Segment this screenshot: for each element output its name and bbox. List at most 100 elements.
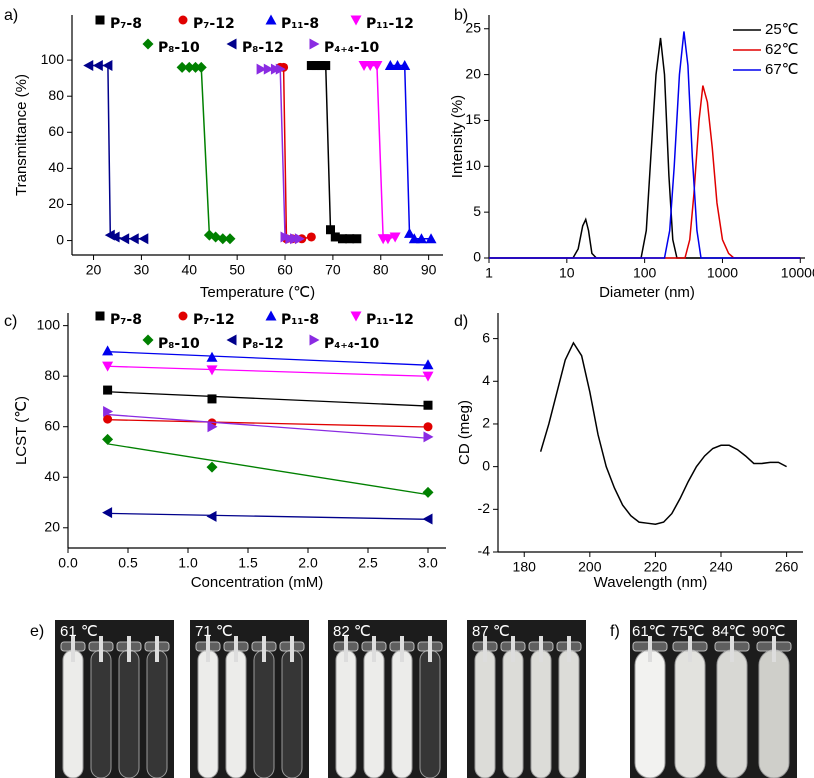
series-line — [539, 341, 787, 526]
marker — [206, 351, 218, 362]
legend-label: P₄₊₄-10 — [324, 336, 379, 352]
marker — [423, 400, 433, 410]
marker — [294, 233, 305, 245]
tube — [118, 649, 140, 778]
tube — [281, 649, 303, 778]
x-tick-label: 3.0 — [418, 555, 438, 571]
marker — [207, 394, 217, 404]
series-line — [182, 66, 230, 240]
photo-caption: 61℃ — [632, 623, 666, 640]
legend-marker — [178, 311, 188, 321]
panel-label: b) — [454, 7, 468, 24]
series-line — [489, 37, 801, 259]
panel-label: c) — [4, 313, 17, 330]
marker — [103, 385, 113, 395]
legend-marker — [350, 311, 362, 322]
legend-marker — [226, 334, 237, 346]
panel-label: d) — [454, 313, 468, 330]
photo-caption: 75℃ — [671, 623, 705, 640]
marker — [102, 60, 113, 72]
x-tick-label: 180 — [513, 559, 537, 575]
series-line — [489, 31, 801, 259]
x-axis-title: Concentration (mM) — [191, 574, 324, 591]
marker — [256, 63, 267, 75]
y-tick-label: 20 — [465, 65, 481, 81]
legend-marker — [350, 15, 362, 26]
legend-label: P₇-8 — [110, 312, 142, 328]
y-tick-label: 80 — [48, 87, 64, 103]
marker — [83, 60, 94, 72]
marker — [102, 361, 114, 372]
y-tick-label: 25 — [465, 19, 481, 35]
marker — [206, 510, 217, 522]
legend-label: P₇-12 — [193, 16, 235, 32]
marker — [311, 61, 321, 71]
tube-stick — [539, 636, 543, 662]
x-tick-label: 1.0 — [178, 555, 198, 571]
tube — [197, 649, 219, 778]
trend-line — [107, 443, 429, 496]
y-axis-title: Intensity (%) — [449, 95, 466, 178]
y-tick-label: 100 — [37, 316, 61, 332]
marker — [128, 233, 139, 245]
marker — [425, 233, 437, 244]
panel-label: a) — [4, 7, 18, 24]
y-tick-label: 20 — [44, 518, 60, 534]
x-axis-title: Temperature (℃) — [200, 284, 315, 301]
legend-label: 67℃ — [765, 61, 799, 78]
legend-label: P₇-8 — [110, 16, 142, 32]
y-tick-label: -2 — [478, 500, 491, 516]
x-tick-label: 30 — [134, 262, 150, 278]
legend-marker — [95, 15, 105, 25]
trend-line — [107, 512, 429, 520]
marker — [102, 507, 113, 519]
marker — [207, 421, 218, 433]
legend-label: P₁₁-8 — [281, 312, 319, 328]
tube — [146, 649, 168, 778]
marker — [103, 406, 114, 418]
y-tick-label: 20 — [48, 195, 64, 211]
tube — [674, 649, 706, 778]
tube-stick — [99, 636, 103, 662]
tube-stick — [155, 636, 159, 662]
tube-stick — [262, 636, 266, 662]
x-tick-label: 240 — [709, 559, 733, 575]
legend-label: P₁₁-12 — [366, 16, 414, 32]
series-line — [364, 64, 396, 240]
tube-stick — [344, 636, 348, 662]
series-line — [88, 64, 144, 240]
marker — [392, 60, 404, 71]
tube — [419, 649, 441, 778]
marker — [217, 233, 229, 245]
x-tick-label: 60 — [277, 262, 293, 278]
tube-stick — [400, 636, 404, 662]
marker — [195, 61, 207, 73]
tube — [253, 649, 275, 778]
x-tick-label: 90 — [421, 262, 437, 278]
marker — [119, 233, 130, 245]
legend-label: P₇-12 — [193, 312, 235, 328]
legend-marker — [226, 38, 237, 50]
legend-marker — [265, 14, 277, 25]
y-tick-label: 6 — [482, 329, 490, 345]
marker — [275, 63, 286, 75]
photo-caption: 84℃ — [712, 623, 746, 640]
legend-label: P₈-10 — [158, 40, 200, 56]
tube-stick — [234, 636, 238, 662]
marker — [102, 345, 114, 356]
legend-label: P₄₊₄-10 — [324, 40, 379, 56]
tube — [62, 649, 84, 778]
marker — [399, 60, 411, 71]
y-tick-label: 5 — [473, 203, 481, 219]
legend-marker — [265, 310, 277, 321]
y-tick-label: 4 — [482, 372, 490, 388]
legend-marker — [178, 15, 188, 25]
tube-stick — [290, 636, 294, 662]
marker — [352, 234, 362, 244]
tube-stick — [71, 636, 75, 662]
y-tick-label: 0 — [482, 457, 490, 473]
tube — [530, 649, 552, 778]
marker — [337, 234, 347, 244]
x-tick-label: 2.0 — [298, 555, 318, 571]
y-tick-label: 40 — [48, 159, 64, 175]
